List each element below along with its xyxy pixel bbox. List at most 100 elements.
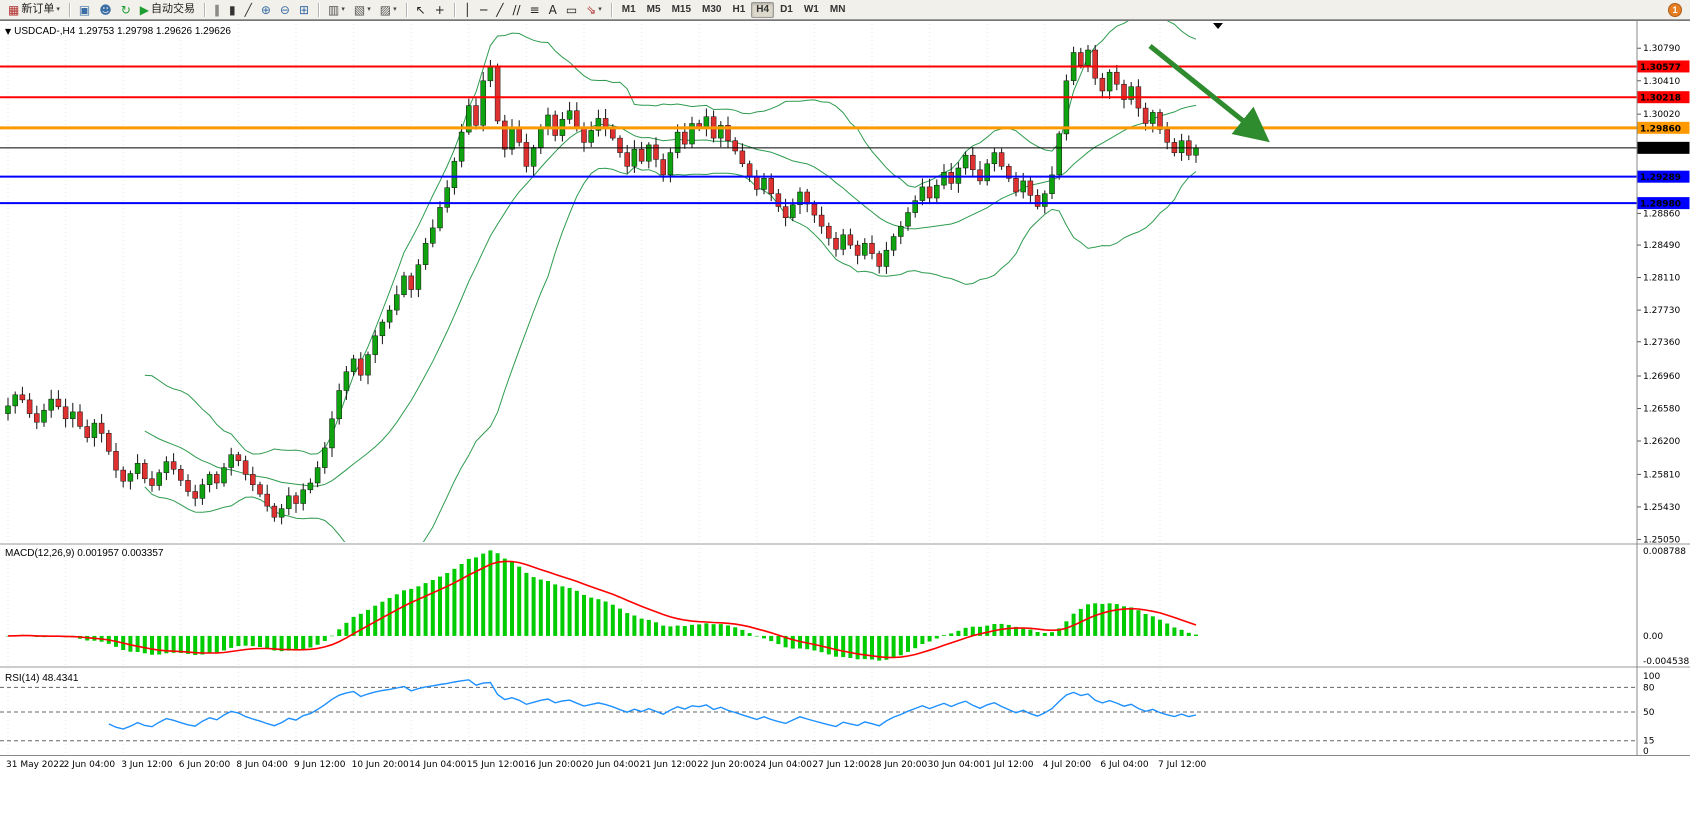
- macd-histogram-bar: [610, 604, 615, 636]
- macd-histogram-bar: [387, 598, 392, 636]
- candle-body: [811, 203, 818, 216]
- timeframe-d1-button[interactable]: D1: [780, 3, 793, 15]
- macd-histogram-bar: [841, 635, 846, 658]
- cursor-button[interactable]: ↖: [412, 2, 430, 18]
- channel-icon: //: [512, 2, 521, 17]
- text-label-icon: ▭: [565, 2, 578, 17]
- macd-histogram-bar: [1006, 624, 1011, 636]
- date-label: 28 Jun 20:00: [870, 760, 927, 770]
- candle-body: [833, 237, 839, 250]
- crosshair-button[interactable]: +: [431, 2, 449, 18]
- rsi-axis-label: 15: [1643, 737, 1654, 747]
- macd-histogram-bar: [178, 635, 183, 653]
- candle-body: [1078, 52, 1084, 66]
- rsi-axis-label: 100: [1643, 672, 1660, 682]
- refresh-button[interactable]: ↻: [117, 2, 135, 18]
- timeframe-m1-button[interactable]: M1: [621, 3, 636, 15]
- cursor-icon: ↖: [415, 2, 426, 17]
- date-label: 4 Jul 20:00: [1043, 760, 1092, 770]
- candle-body: [660, 159, 666, 176]
- zoom-in-icon: ⊕: [260, 2, 271, 17]
- candle-body: [422, 243, 429, 265]
- timeframe-m15-button[interactable]: M15: [671, 3, 692, 15]
- candle-body: [502, 120, 508, 150]
- vertical-line-button[interactable]: │: [460, 2, 475, 18]
- tile-windows-button[interactable]: ⊞: [295, 2, 313, 18]
- candlestick-chart-button[interactable]: ▮: [225, 2, 240, 18]
- candle-body: [170, 461, 177, 470]
- profile-button[interactable]: ☻: [95, 2, 116, 18]
- candle-body: [552, 114, 558, 136]
- bar-chart-button[interactable]: ∥: [210, 2, 224, 18]
- candle-body: [991, 152, 998, 164]
- fibonacci-button[interactable]: ≡: [526, 2, 544, 18]
- text-button[interactable]: A: [545, 2, 561, 18]
- timeframe-m30-button[interactable]: M30: [702, 3, 722, 15]
- candle-body: [48, 398, 54, 411]
- macd-histogram-bar: [1122, 606, 1126, 636]
- trendline-icon: ╱: [496, 2, 504, 17]
- refresh-icon: ↻: [120, 2, 131, 17]
- macd-histogram-bar: [459, 564, 464, 636]
- candle-body: [1034, 195, 1041, 207]
- macd-histogram-bar: [6, 635, 10, 637]
- macd-histogram-bar: [445, 573, 450, 636]
- macd-histogram-bar: [567, 587, 572, 636]
- timeframe-m5-button[interactable]: M5: [646, 3, 661, 15]
- charts-window-button[interactable]: ▣: [75, 2, 94, 18]
- zoom-in-button[interactable]: ⊕: [257, 2, 275, 18]
- trendline-button[interactable]: ╱: [492, 2, 507, 18]
- bollinger-lower-band: [144, 166, 1197, 542]
- chart-canvas[interactable]: 1.30577 1.30218 1.29860 1.29626 1.29289 1.289…: [0, 20, 1690, 836]
- horizontal-line-button[interactable]: ─: [476, 2, 491, 18]
- macd-histogram-bar: [279, 635, 284, 652]
- zoom-out-button[interactable]: ⊖: [276, 2, 294, 18]
- date-label: 31 May 2022: [6, 760, 65, 770]
- notifications-badge[interactable]: 1: [1668, 2, 1682, 17]
- timeframe-w1-button[interactable]: W1: [803, 3, 819, 15]
- macd-histogram-bar: [654, 622, 658, 636]
- new-order-button-label: 新订单: [21, 3, 55, 15]
- new-order-button[interactable]: ▦ 新订单 ▾: [4, 2, 64, 18]
- label-button[interactable]: ▭: [562, 2, 581, 18]
- macd-histogram-bar: [315, 635, 320, 645]
- channel-button[interactable]: //: [508, 2, 524, 18]
- candle-body: [444, 187, 450, 208]
- profiles-button[interactable]: ▧ ▾: [350, 2, 375, 18]
- new-chart-button[interactable]: ▥ ▾: [324, 2, 349, 18]
- candle-body: [228, 454, 234, 468]
- candle-body: [631, 148, 638, 167]
- macd-histogram-bar: [1179, 629, 1184, 636]
- macd-histogram-bar: [848, 635, 853, 658]
- macd-histogram-bar: [200, 635, 205, 655]
- macd-histogram-bar: [762, 635, 766, 639]
- macd-histogram-bar: [639, 618, 644, 636]
- macd-histogram-bar: [1100, 603, 1105, 636]
- arrows-button[interactable]: ⇘ ▾: [582, 2, 606, 18]
- macd-histogram-bar: [272, 635, 277, 651]
- template-button[interactable]: ▨ ▾: [376, 2, 401, 18]
- line-chart-button[interactable]: ╱: [241, 2, 256, 18]
- dropdown-arrow-icon: ▾: [598, 5, 602, 13]
- crosshair-icon: +: [434, 2, 445, 17]
- timeframe-h1-button[interactable]: H1: [732, 3, 746, 15]
- trend-arrow-annotation[interactable]: [1148, 44, 1270, 143]
- autotrade-button[interactable]: ▶ 自动交易: [136, 2, 199, 18]
- price-badge-label: 1.29860: [1640, 124, 1681, 134]
- macd-histogram-bar: [862, 635, 867, 660]
- macd-histogram-bar: [402, 590, 406, 636]
- price-tick-label: 1.25810: [1643, 470, 1680, 480]
- candle-body: [163, 461, 170, 473]
- candle-body: [847, 234, 854, 246]
- candle-body: [286, 495, 292, 509]
- price-tick-label: 1.28490: [1643, 241, 1680, 251]
- macd-histogram-bar: [474, 557, 478, 636]
- macd-histogram-bar: [898, 635, 903, 656]
- candle-body: [1056, 133, 1062, 176]
- price-tick-label: 1.30790: [1643, 44, 1680, 54]
- timeframe-mn-button[interactable]: MN: [829, 3, 846, 15]
- chart-shift-marker[interactable]: [1213, 23, 1223, 29]
- chart-window[interactable]: 1.30577 1.30218 1.29860 1.29626 1.29289 1.289…: [0, 20, 1690, 836]
- candle-body: [214, 474, 220, 484]
- timeframe-h4-button[interactable]: H4: [751, 1, 775, 18]
